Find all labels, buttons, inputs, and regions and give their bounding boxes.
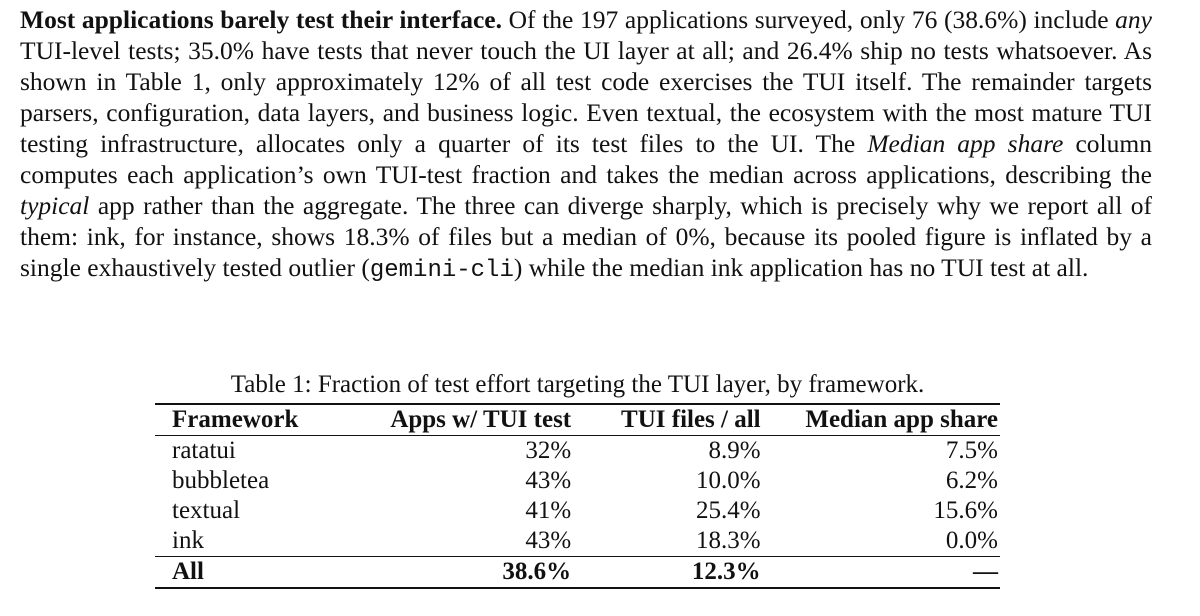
code: gemini-cli: [369, 257, 514, 284]
table-cell: 8.9%: [708, 437, 761, 464]
table-cell: ratatui: [172, 437, 236, 464]
header-cell: Apps w/ TUI test: [361, 404, 572, 436]
table-cell: 15.6%: [933, 497, 998, 524]
table: Framework Apps w/ TUI test TUI files / all…: [155, 403, 1000, 589]
lead-sentence: Most applications barely test their inte…: [20, 5, 502, 34]
header-row: Framework Apps w/ TUI test TUI files / all…: [155, 404, 1000, 436]
text: Of the 197 applications surveyed, only 7…: [502, 5, 1116, 34]
table-cell: ink: [172, 527, 204, 554]
table-cell: 6.2%: [945, 467, 998, 494]
total-row: All 38.6% 12.3% —: [155, 556, 1000, 588]
header-cell: Framework: [155, 404, 362, 436]
table-cell: 0.0%: [945, 527, 998, 554]
table-row: ratatui 32% 8.9% 7.5%: [155, 436, 1000, 467]
table-cell: bubbletea: [172, 467, 270, 494]
header-cell: TUI files / all: [571, 404, 761, 436]
table-caption: Table 1: Fraction of test effort targeti…: [230, 371, 925, 398]
paragraph: Most applications barely test their inte…: [20, 4, 1152, 286]
total-cell: 12.3%: [571, 556, 761, 588]
table-cell: 7.5%: [945, 437, 998, 464]
total-cell: All: [155, 556, 362, 588]
emphasis: any: [1115, 5, 1152, 34]
table-cell: 18.3%: [696, 527, 761, 554]
table-cell: 10.0%: [696, 467, 761, 494]
table-row: bubbletea 43% 10.0% 6.2%: [155, 466, 1000, 496]
text: column computes each application’s own T…: [20, 129, 1152, 189]
text: TUI-level tests; 35.0% have tests that n…: [20, 36, 1152, 158]
text: app rather than the aggregate. The three…: [20, 191, 1152, 282]
table-row: ink 43% 18.3% 0.0%: [155, 526, 1000, 557]
text: ) while the median ink application has n…: [513, 253, 1089, 282]
table-cell: 41%: [525, 497, 572, 524]
table-cell: 32%: [525, 437, 572, 464]
table-cell: 43%: [525, 527, 572, 554]
table-cell: 25.4%: [696, 497, 761, 524]
table-cell: textual: [172, 497, 241, 524]
table-row: textual 41% 25.4% 15.6%: [155, 496, 1000, 526]
header-cell: Median app share: [760, 404, 1000, 436]
total-cell: —: [760, 556, 1000, 588]
table-cell: 43%: [525, 467, 572, 494]
emphasis: typical: [20, 191, 90, 220]
total-cell: 38.6%: [361, 556, 572, 588]
emphasis: Median app share: [867, 129, 1064, 158]
